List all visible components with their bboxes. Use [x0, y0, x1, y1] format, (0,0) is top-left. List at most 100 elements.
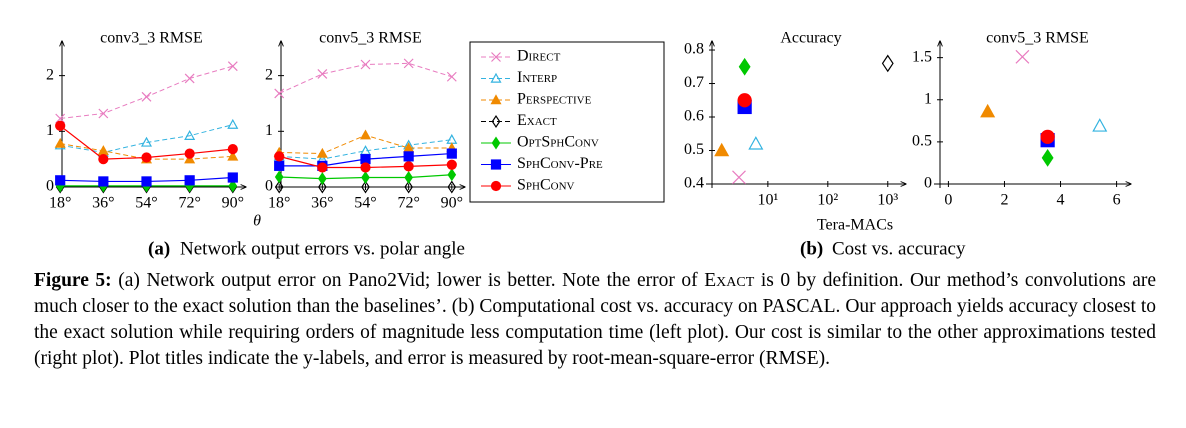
- x-tick-label: 36°: [311, 195, 333, 212]
- y-tick-label: 0.7: [684, 74, 704, 91]
- marker: [1040, 129, 1055, 144]
- marker: [274, 170, 284, 184]
- subcaption: (b) Cost vs. accuracy: [800, 238, 966, 259]
- marker: [491, 136, 501, 150]
- marker: [446, 133, 458, 144]
- marker: [184, 175, 195, 186]
- marker: [227, 118, 239, 129]
- marker: [491, 52, 501, 62]
- marker: [1092, 118, 1108, 132]
- marker: [184, 148, 195, 159]
- marker: [184, 153, 196, 164]
- legend-entry: Direct: [517, 48, 561, 65]
- marker: [1041, 149, 1054, 167]
- y-tick-label: 0.5: [912, 133, 932, 150]
- marker: [184, 73, 195, 84]
- x-tick-label: 72°: [397, 195, 419, 212]
- marker: [490, 94, 502, 105]
- marker: [360, 162, 371, 173]
- marker: [54, 137, 66, 148]
- x-tick-label: 90°: [441, 195, 463, 212]
- marker: [490, 180, 502, 192]
- marker: [227, 172, 238, 183]
- figure: (a) Network output errors vs. polar angl…: [46, 30, 1186, 259]
- marker: [714, 142, 730, 157]
- subcaption: (a) Network output errors vs. polar angl…: [148, 238, 465, 259]
- marker: [184, 130, 196, 140]
- marker: [141, 91, 152, 102]
- marker: [447, 168, 457, 182]
- marker: [227, 61, 238, 72]
- x-tick-label: 36°: [92, 195, 114, 212]
- x-tick-label: 0: [944, 192, 952, 209]
- y-tick-label: 0: [265, 178, 273, 195]
- y-tick-label: 0.8: [684, 41, 704, 58]
- marker: [738, 57, 751, 76]
- y-tick-label: 0.4: [684, 175, 704, 192]
- legend-entry: SphConv-Pre: [517, 155, 603, 172]
- y-tick-label: 0: [46, 178, 54, 195]
- marker: [55, 113, 66, 124]
- y-tick-label: 0: [924, 175, 932, 192]
- marker: [748, 136, 764, 150]
- y-tick-label: 1.5: [912, 48, 932, 65]
- marker: [317, 69, 328, 79]
- subcaption-label: (b): [800, 238, 823, 259]
- y-tick-label: 2: [46, 66, 54, 83]
- x-tick-label: 90°: [222, 195, 244, 212]
- marker: [1015, 49, 1030, 64]
- marker: [446, 71, 457, 82]
- legend-entry: Interp: [517, 69, 557, 86]
- marker: [359, 129, 372, 140]
- marker: [316, 147, 328, 158]
- marker: [274, 160, 285, 171]
- marker: [446, 159, 457, 170]
- y-tick-label: 1: [46, 122, 54, 139]
- marker: [447, 180, 457, 194]
- x-tick-label: 18°: [49, 195, 71, 212]
- marker: [881, 54, 894, 73]
- marker: [490, 159, 502, 170]
- marker: [404, 171, 413, 185]
- marker: [98, 108, 109, 119]
- chart-title: conv3_3 RMSE: [100, 30, 203, 47]
- marker: [140, 136, 153, 147]
- marker: [360, 59, 371, 70]
- marker: [228, 179, 238, 193]
- x-tick-label: 54°: [135, 195, 157, 212]
- subcaption-text: Cost vs. accuracy: [832, 238, 966, 259]
- marker: [404, 180, 413, 194]
- y-tick-label: 1: [265, 122, 273, 139]
- marker: [274, 88, 285, 99]
- x-tick-label: 72°: [178, 195, 200, 212]
- series-line: [60, 124, 233, 153]
- marker: [980, 103, 996, 118]
- x-axis-label: Tera-MACs: [817, 217, 893, 234]
- y-tick-label: 2: [265, 66, 273, 83]
- marker: [403, 151, 414, 162]
- marker: [141, 176, 152, 187]
- y-tick-label: 0.6: [684, 108, 704, 125]
- marker: [274, 151, 285, 162]
- marker: [274, 180, 284, 194]
- caption-text: is 0 by definition. Our method’s convolu…: [34, 270, 1157, 369]
- figure-caption: Figure 5: (a) Network output error on Pa…: [34, 268, 1156, 372]
- caption-label: Figure 5:: [34, 270, 112, 291]
- x-tick-label: 10²: [817, 192, 838, 209]
- marker: [732, 170, 746, 185]
- x-tick-label: 10¹: [757, 192, 778, 209]
- caption-text: Exact: [704, 270, 755, 291]
- legend-entry: Exact: [517, 112, 557, 129]
- marker: [227, 144, 238, 155]
- marker: [737, 93, 752, 108]
- marker: [446, 148, 457, 159]
- marker: [403, 161, 414, 172]
- marker: [227, 150, 239, 161]
- x-tick-label: 2: [1000, 192, 1008, 209]
- legend-entry: Perspective: [517, 91, 592, 108]
- x-tick-label: 6: [1113, 192, 1121, 209]
- chart-title: conv5_3 RMSE: [319, 30, 422, 47]
- marker: [141, 152, 152, 163]
- y-tick-label: 0.5: [684, 141, 704, 158]
- legend-entry: OptSphConv: [517, 134, 599, 151]
